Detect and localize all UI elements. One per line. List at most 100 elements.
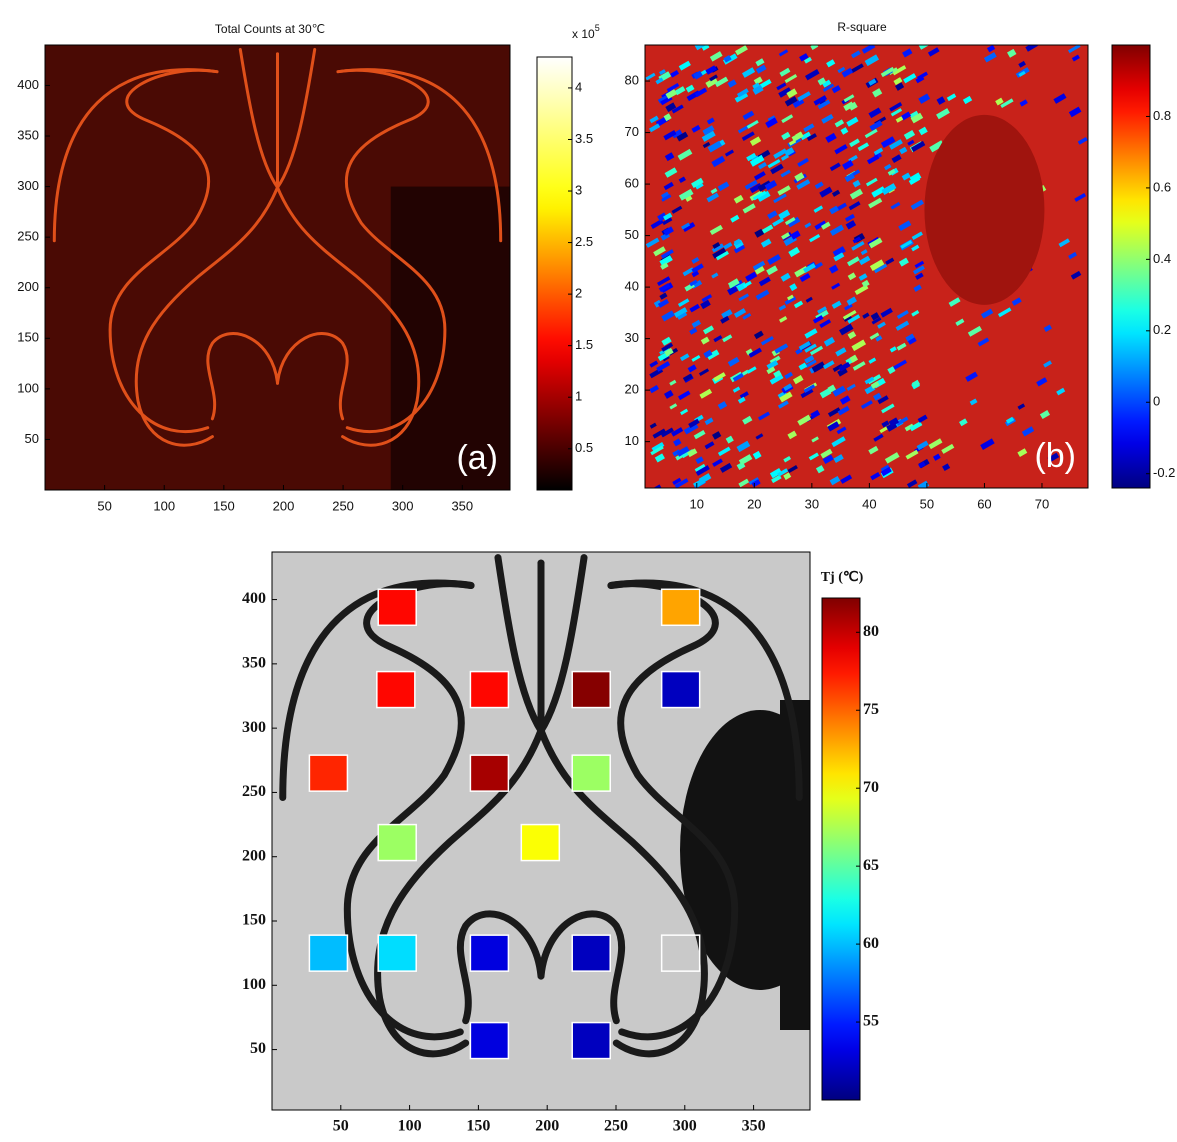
colorbar-tick-label: 2.5 [575, 234, 593, 249]
texture-cell [687, 364, 697, 373]
texture-cell [980, 438, 995, 450]
texture-cell [665, 89, 677, 100]
texture-cell [792, 98, 805, 108]
texture-cell [965, 371, 978, 382]
texture-cell [1025, 45, 1038, 52]
texture-cell [1068, 251, 1078, 260]
texture-cell [778, 316, 788, 323]
panel-label: (b) [1034, 437, 1076, 475]
texture-cell [831, 436, 846, 448]
texture-cell [781, 232, 791, 240]
colorbar-tick-label: 55 [863, 1013, 879, 1030]
texture-cell [715, 250, 729, 261]
temperature-square [377, 588, 417, 627]
texture-cell [719, 462, 733, 473]
texture-cell [904, 423, 915, 432]
texture-cell [796, 179, 811, 190]
texture-cell [1018, 70, 1026, 77]
texture-cell [659, 69, 666, 75]
texture-cell [864, 376, 875, 385]
y-tick-label: 200 [242, 847, 266, 864]
texture-cell [918, 126, 928, 136]
texture-cell [917, 414, 928, 423]
texture-cell [869, 332, 880, 340]
texture-cell [910, 112, 924, 124]
texture-cell [663, 130, 677, 141]
texture-cell [884, 163, 892, 171]
texture-cell [645, 72, 656, 81]
texture-cell [657, 94, 670, 104]
texture-cell [880, 307, 893, 318]
colorbar-tick-label: 3.5 [575, 131, 593, 146]
texture-cell [732, 386, 741, 393]
texture-cell [678, 188, 694, 201]
texture-cell [986, 45, 996, 53]
texture-cell [803, 384, 816, 393]
texture-cell [714, 76, 729, 88]
channel [240, 49, 277, 187]
texture-cell [679, 353, 690, 362]
texture-cell [797, 414, 812, 426]
texture-cell [799, 272, 811, 282]
texture-cell [811, 361, 826, 373]
colorbar-tick-label: 0.6 [1153, 179, 1171, 194]
texture-cell [911, 244, 920, 252]
texture-cell [734, 45, 748, 56]
texture-cell [907, 337, 917, 345]
texture-cell [730, 214, 740, 223]
colorbar-tick-label: 1 [575, 389, 582, 404]
colorbar-tick-label: 0.2 [1153, 322, 1171, 337]
texture-cell [980, 308, 994, 319]
texture-cell [778, 49, 789, 57]
texture-cell [727, 79, 737, 88]
texture-cell [844, 173, 855, 183]
texture-cell [817, 99, 831, 110]
texture-cell [884, 452, 900, 464]
texture-cell [781, 114, 794, 124]
texture-cell [899, 146, 908, 155]
texture-cell [851, 339, 867, 352]
y-tick-label: 350 [17, 127, 39, 142]
channel [338, 70, 501, 241]
texture-cell [757, 190, 771, 202]
texture-cell [910, 140, 926, 152]
texture-cell [704, 441, 715, 450]
texture-cell [671, 129, 683, 139]
texture-cell [911, 231, 923, 241]
texture-cell [858, 273, 868, 281]
texture-cell [896, 310, 909, 319]
texture-cell [811, 436, 819, 443]
texture-cell [780, 169, 791, 178]
texture-cell [687, 448, 698, 458]
texture-cell [749, 136, 762, 146]
plot-frame [44, 44, 511, 491]
texture-cell [702, 125, 715, 136]
texture-cell [1074, 193, 1087, 202]
y-tick-label: 30 [625, 330, 639, 345]
texture-cell [810, 45, 819, 50]
texture-cell [657, 276, 671, 287]
texture-cell [702, 325, 715, 335]
texture-cell [907, 139, 915, 146]
texture-cell [804, 222, 812, 229]
texture-cell [887, 366, 896, 375]
texture-cell [814, 181, 824, 190]
texture-cell [670, 69, 680, 78]
temperature-square [469, 670, 510, 709]
texture-cell [693, 70, 703, 80]
channel [338, 70, 445, 431]
texture-cell [712, 247, 727, 259]
texture-cell [794, 172, 805, 182]
texture-cell [751, 479, 761, 488]
texture-cell [773, 370, 782, 378]
texture-cell [755, 433, 764, 440]
texture-cell [704, 417, 714, 426]
texture-cell [844, 213, 855, 222]
texture-cell [657, 298, 670, 308]
texture-cell [663, 212, 673, 221]
texture-cell [681, 222, 691, 230]
texture-cell [682, 267, 695, 277]
texture-cell [815, 465, 825, 474]
texture-cell [707, 140, 723, 153]
